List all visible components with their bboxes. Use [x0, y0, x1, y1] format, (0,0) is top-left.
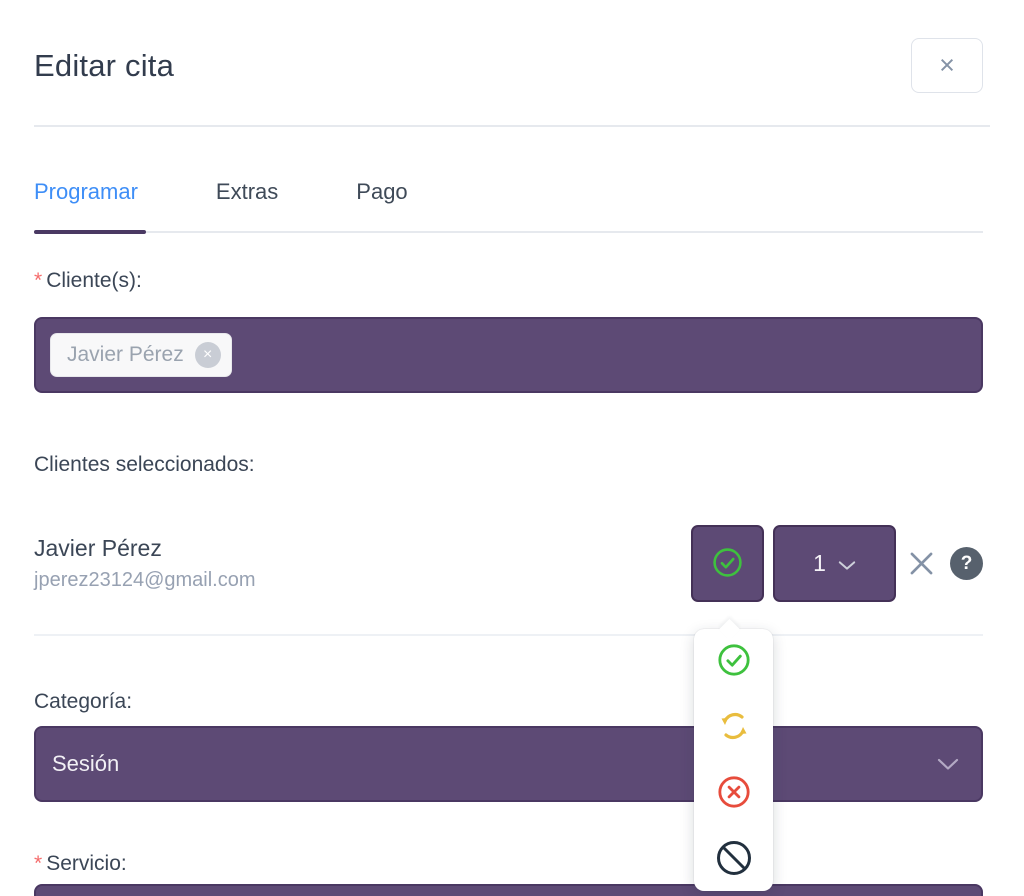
category-value: Sesión [52, 751, 120, 776]
remove-client-icon[interactable] [908, 550, 935, 577]
service-label: * Servicio: [34, 852, 127, 875]
chevron-down-icon [838, 550, 856, 577]
sync-arrows-icon [716, 708, 752, 749]
remove-tag-icon[interactable]: × [194, 342, 221, 368]
client-info: Javier Pérez jperez23124@gmail.com [34, 535, 256, 592]
client-tag: Javier Pérez × [50, 333, 232, 377]
help-icon[interactable]: ? [950, 547, 983, 580]
clients-multiselect-input[interactable]: Javier Pérez × [34, 317, 983, 393]
check-circle-icon [712, 547, 743, 581]
check-circle-icon [717, 643, 751, 682]
selected-clients-label: Clientes seleccionados: [34, 453, 255, 476]
tab-pago[interactable]: Pago [356, 179, 408, 204]
quantity-value: 1 [813, 550, 826, 576]
client-email: jperez23124@gmail.com [34, 569, 256, 591]
close-icon: × [939, 50, 955, 80]
page-title: Editar cita [34, 48, 175, 83]
chevron-down-icon [937, 751, 959, 777]
x-circle-icon [717, 775, 751, 814]
tab-programar[interactable]: Programar [34, 179, 146, 234]
modal-header: Editar cita × [0, 0, 1024, 93]
quantity-dropdown[interactable]: 1 [773, 525, 896, 602]
tab-bar: Programar Extras Pago [34, 179, 983, 234]
client-name: Javier Pérez [34, 535, 162, 561]
status-option-no-show[interactable] [715, 840, 753, 881]
status-option-confirmed[interactable] [715, 643, 753, 681]
schedule-form: * Cliente(s): Javier Pérez × Clientes sel… [0, 269, 1024, 896]
status-option-rescheduled[interactable] [715, 709, 753, 747]
clients-label: * Cliente(s): [34, 269, 142, 292]
required-mark: * [34, 269, 43, 292]
required-mark: * [34, 852, 43, 875]
section-divider [34, 634, 983, 636]
tab-extras[interactable]: Extras [215, 179, 279, 204]
client-row: Javier Pérez jperez23124@gmail.com 1 [34, 525, 983, 602]
status-options-list [694, 629, 773, 879]
service-select[interactable] [34, 884, 983, 896]
header-divider [34, 125, 990, 127]
close-button[interactable]: × [911, 38, 983, 93]
status-option-cancelled[interactable] [715, 775, 753, 813]
status-dropdown-menu [694, 618, 773, 891]
client-tag-label: Javier Pérez [67, 343, 184, 366]
prohibition-icon [716, 840, 752, 881]
client-status-button[interactable] [691, 525, 764, 602]
client-actions: 1 ? [691, 525, 983, 602]
category-label: Categoría: [34, 690, 133, 713]
category-select[interactable]: Sesión [34, 726, 983, 802]
